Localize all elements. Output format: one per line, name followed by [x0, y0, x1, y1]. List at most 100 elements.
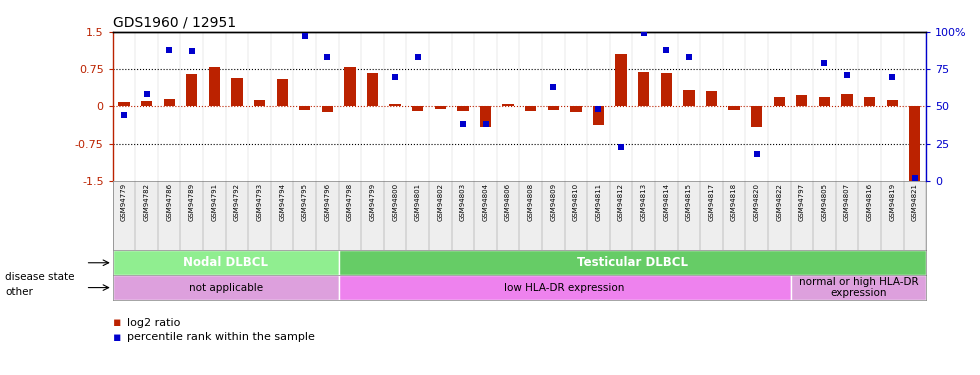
Text: GSM94789: GSM94789 [189, 183, 195, 221]
Bar [661, 73, 672, 106]
Text: GSM94811: GSM94811 [596, 183, 602, 221]
Bar [864, 98, 875, 106]
Text: ▪: ▪ [113, 331, 122, 344]
Point [319, 54, 335, 60]
Bar [548, 106, 559, 110]
Bar [706, 92, 717, 106]
Text: GSM94786: GSM94786 [167, 183, 172, 221]
Bar [276, 79, 288, 106]
Text: other: other [5, 287, 32, 297]
Text: GSM94805: GSM94805 [821, 183, 827, 221]
Text: GSM94803: GSM94803 [460, 183, 465, 221]
Bar [164, 99, 174, 106]
Text: GSM94820: GSM94820 [754, 183, 760, 221]
Bar [887, 100, 898, 106]
Bar [570, 106, 581, 112]
Bar [209, 67, 221, 106]
Text: GSM94813: GSM94813 [641, 183, 647, 221]
Point [546, 84, 562, 90]
Bar [299, 106, 311, 110]
Text: percentile rank within the sample: percentile rank within the sample [127, 333, 316, 342]
Point [591, 106, 607, 112]
Text: GSM94822: GSM94822 [776, 183, 782, 221]
Text: GSM94801: GSM94801 [415, 183, 420, 221]
Point [884, 74, 900, 80]
Bar [525, 106, 536, 111]
Text: GSM94812: GSM94812 [618, 183, 624, 221]
Text: GSM94794: GSM94794 [279, 183, 285, 221]
Point [906, 175, 922, 181]
Text: GSM94795: GSM94795 [302, 183, 308, 221]
Text: GSM94792: GSM94792 [234, 183, 240, 221]
Text: GSM94815: GSM94815 [686, 183, 692, 221]
Text: GSM94810: GSM94810 [573, 183, 579, 221]
Text: GSM94806: GSM94806 [505, 183, 512, 221]
Bar [683, 90, 695, 106]
Bar [615, 54, 627, 106]
Bar [141, 101, 152, 106]
Point [184, 48, 200, 54]
Text: normal or high HLA-DR
expression: normal or high HLA-DR expression [799, 277, 918, 298]
Point [681, 54, 697, 60]
Text: GSM94808: GSM94808 [527, 183, 534, 221]
Text: GSM94802: GSM94802 [437, 183, 443, 221]
Text: GSM94797: GSM94797 [799, 183, 805, 221]
Bar [751, 106, 762, 127]
Text: GSM94821: GSM94821 [911, 183, 918, 221]
Point [139, 92, 155, 98]
Text: Testicular DLBCL: Testicular DLBCL [577, 256, 688, 269]
Point [387, 74, 403, 80]
Bar [593, 106, 604, 125]
Point [162, 47, 177, 53]
Bar [435, 106, 446, 109]
Text: GSM94817: GSM94817 [709, 183, 714, 221]
Bar [728, 106, 740, 110]
Bar [909, 106, 920, 183]
Text: GSM94798: GSM94798 [347, 183, 353, 221]
Text: not applicable: not applicable [188, 283, 263, 292]
Text: GSM94782: GSM94782 [144, 183, 150, 221]
Text: GSM94807: GSM94807 [844, 183, 850, 221]
Bar [773, 98, 785, 106]
Text: GDS1960 / 12951: GDS1960 / 12951 [113, 15, 236, 29]
Text: GSM94804: GSM94804 [482, 183, 488, 221]
Text: GSM94779: GSM94779 [121, 183, 127, 221]
Bar [367, 73, 378, 106]
Point [613, 144, 629, 150]
Point [410, 54, 425, 60]
Point [659, 47, 674, 53]
Bar [231, 78, 243, 106]
Point [636, 30, 652, 36]
Text: GSM94796: GSM94796 [324, 183, 330, 221]
Point [477, 121, 493, 127]
Bar [503, 104, 514, 106]
Text: ▪: ▪ [113, 316, 122, 329]
Point [297, 33, 313, 39]
Text: GSM94799: GSM94799 [369, 183, 375, 221]
Point [816, 60, 832, 66]
Bar [339, 251, 926, 275]
Bar [842, 94, 853, 106]
Bar [796, 95, 808, 106]
Bar [791, 275, 926, 300]
Point [749, 151, 764, 157]
Text: GSM94793: GSM94793 [257, 183, 263, 221]
Bar [113, 251, 339, 275]
Text: GSM94816: GSM94816 [866, 183, 872, 221]
Text: GSM94814: GSM94814 [663, 183, 669, 221]
Point [455, 121, 470, 127]
Text: GSM94791: GSM94791 [212, 183, 218, 221]
Bar [412, 106, 423, 111]
Bar [480, 106, 491, 127]
Text: GSM94819: GSM94819 [889, 183, 895, 221]
Text: GSM94800: GSM94800 [392, 183, 398, 221]
Bar [113, 275, 339, 300]
Bar [119, 102, 129, 106]
Bar [339, 275, 791, 300]
Bar [321, 106, 333, 112]
Point [839, 72, 855, 78]
Bar [458, 106, 468, 111]
Bar [389, 104, 401, 106]
Text: low HLA-DR expression: low HLA-DR expression [505, 283, 625, 292]
Bar [638, 72, 650, 106]
